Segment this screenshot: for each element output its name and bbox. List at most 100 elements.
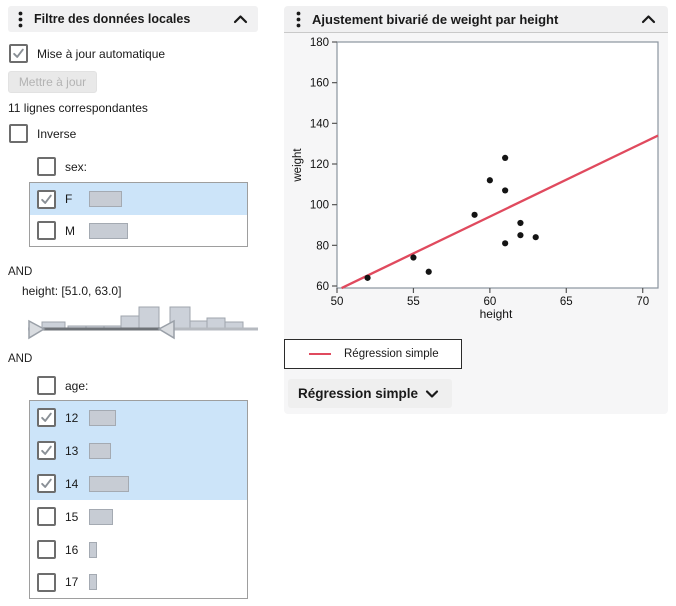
filter-panel-title: Filtre des données locales (34, 12, 191, 26)
sex-m-count-bar (89, 222, 128, 239)
update-button[interactable]: Mettre à jour (8, 71, 97, 93)
age-12-label: 12 (65, 410, 79, 425)
auto-update-checkbox[interactable] (9, 44, 28, 63)
x-tick-label: 55 (407, 296, 420, 308)
report-menu-dots-icon[interactable] (296, 11, 301, 28)
age-16-checkbox[interactable] (37, 540, 56, 559)
sex-m-label: M (65, 223, 75, 238)
sex-m-checkbox[interactable] (37, 221, 56, 240)
chevron-down-icon (425, 389, 439, 399)
y-tick-label: 160 (310, 78, 329, 90)
age-15-label: 15 (65, 509, 79, 524)
fit-menu-button-label: Régression simple (298, 386, 419, 401)
age-17-count-bar (89, 574, 97, 590)
data-point[interactable] (410, 254, 417, 261)
histogram-bar (206, 317, 226, 330)
age-13-checkbox[interactable] (37, 441, 56, 460)
age-17-checkbox[interactable] (37, 572, 56, 592)
data-point[interactable] (486, 177, 493, 184)
age-header-label: age: (65, 378, 89, 393)
y-tick-label: 180 (310, 37, 329, 49)
age-16-count-bar (89, 541, 97, 558)
plot-frame (336, 41, 659, 289)
data-point[interactable] (532, 234, 539, 241)
data-point[interactable] (517, 232, 524, 239)
age-15-count-bar (89, 508, 113, 525)
x-tick-label: 50 (331, 296, 344, 308)
inverse-checkbox[interactable] (9, 124, 28, 143)
regression-line-swatch (309, 352, 331, 356)
sex-header-checkbox[interactable] (37, 157, 56, 176)
histogram-bar (138, 306, 160, 330)
age-header-row: age: (37, 376, 88, 395)
sex-option-row-f[interactable]: F (30, 183, 247, 215)
matching-rows-count: 11 lignes correspondantes (8, 101, 148, 115)
age-option-row-12[interactable]: 12 (30, 401, 247, 434)
height-range-label: height: [51.0, 63.0] (22, 284, 122, 298)
y-tick-label: 120 (310, 159, 329, 171)
menu-dots-icon[interactable] (18, 11, 23, 28)
range-handle-left[interactable] (28, 319, 46, 340)
sex-header-row: sex: (37, 157, 87, 176)
age-14-checkbox[interactable] (37, 474, 56, 493)
and-label-2: AND (8, 353, 33, 365)
age-14-count-bar (89, 475, 129, 492)
data-point[interactable] (471, 211, 478, 218)
data-point[interactable] (502, 154, 509, 161)
age-14-label: 14 (65, 476, 79, 491)
data-point[interactable] (502, 240, 509, 247)
inverse-label: Inverse (37, 126, 77, 141)
age-option-row-17[interactable]: 17 (30, 566, 247, 598)
data-point[interactable] (364, 274, 371, 281)
sex-f-checkbox[interactable] (37, 189, 56, 209)
y-axis-label: weight (292, 148, 304, 183)
age-15-checkbox[interactable] (37, 507, 56, 526)
x-axis-label: height (480, 307, 513, 321)
fit-menu-button[interactable]: Régression simple (288, 379, 452, 408)
auto-update-row: Mise à jour automatique (9, 44, 165, 63)
range-handle-right[interactable] (157, 319, 175, 340)
age-option-row-14[interactable]: 14 (30, 467, 247, 500)
sex-f-count-bar (89, 191, 122, 207)
data-point[interactable] (425, 268, 432, 275)
sex-header-label: sex: (65, 159, 88, 174)
histogram-bar (120, 315, 140, 330)
x-tick-label: 70 (636, 296, 649, 308)
age-13-label: 13 (65, 443, 79, 458)
and-label-1: AND (8, 266, 33, 278)
age-17-label: 17 (65, 575, 79, 589)
data-point[interactable] (502, 187, 509, 194)
y-tick-label: 60 (316, 281, 329, 293)
report-header: Ajustement bivarié de weight par height (284, 6, 668, 33)
y-tick-label: 100 (310, 200, 329, 212)
age-option-row-16[interactable]: 16 (30, 533, 247, 566)
regression-line[interactable] (341, 134, 659, 290)
data-point[interactable] (517, 219, 524, 227)
y-tick-label: 140 (310, 118, 329, 130)
age-option-row-13[interactable]: 13 (30, 434, 247, 467)
age-12-checkbox[interactable] (37, 408, 56, 427)
sex-f-label: F (65, 192, 73, 206)
legend-label: Régression simple (344, 348, 439, 360)
sex-listbox: F M (29, 182, 248, 247)
age-header-checkbox[interactable] (37, 376, 56, 395)
collapse-chevron-up-icon[interactable] (233, 14, 248, 24)
age-13-count-bar (89, 442, 111, 459)
report-collapse-chevron-up-icon[interactable] (641, 14, 656, 24)
age-12-count-bar (89, 409, 116, 426)
auto-update-label: Mise à jour automatique (37, 46, 166, 61)
filter-panel-header: Filtre des données locales (8, 6, 258, 32)
report-title: Ajustement bivarié de weight par height (312, 11, 559, 27)
y-tick-label: 80 (316, 240, 329, 252)
x-tick-label: 60 (483, 296, 496, 308)
sex-option-row-m[interactable]: M (30, 215, 247, 246)
inverse-row: Inverse (9, 124, 76, 143)
scatter-plot[interactable]: 60 80 100 120 140 160 180 50 55 60 65 70 weight heigh… (284, 33, 668, 339)
age-option-row-15[interactable]: 15 (30, 500, 247, 533)
age-listbox: 12 13 14 15 16 (29, 400, 248, 599)
x-tick-label: 65 (560, 296, 573, 308)
age-16-label: 16 (65, 542, 79, 557)
legend-box: Régression simple (284, 339, 462, 369)
height-histogram[interactable] (28, 298, 260, 342)
